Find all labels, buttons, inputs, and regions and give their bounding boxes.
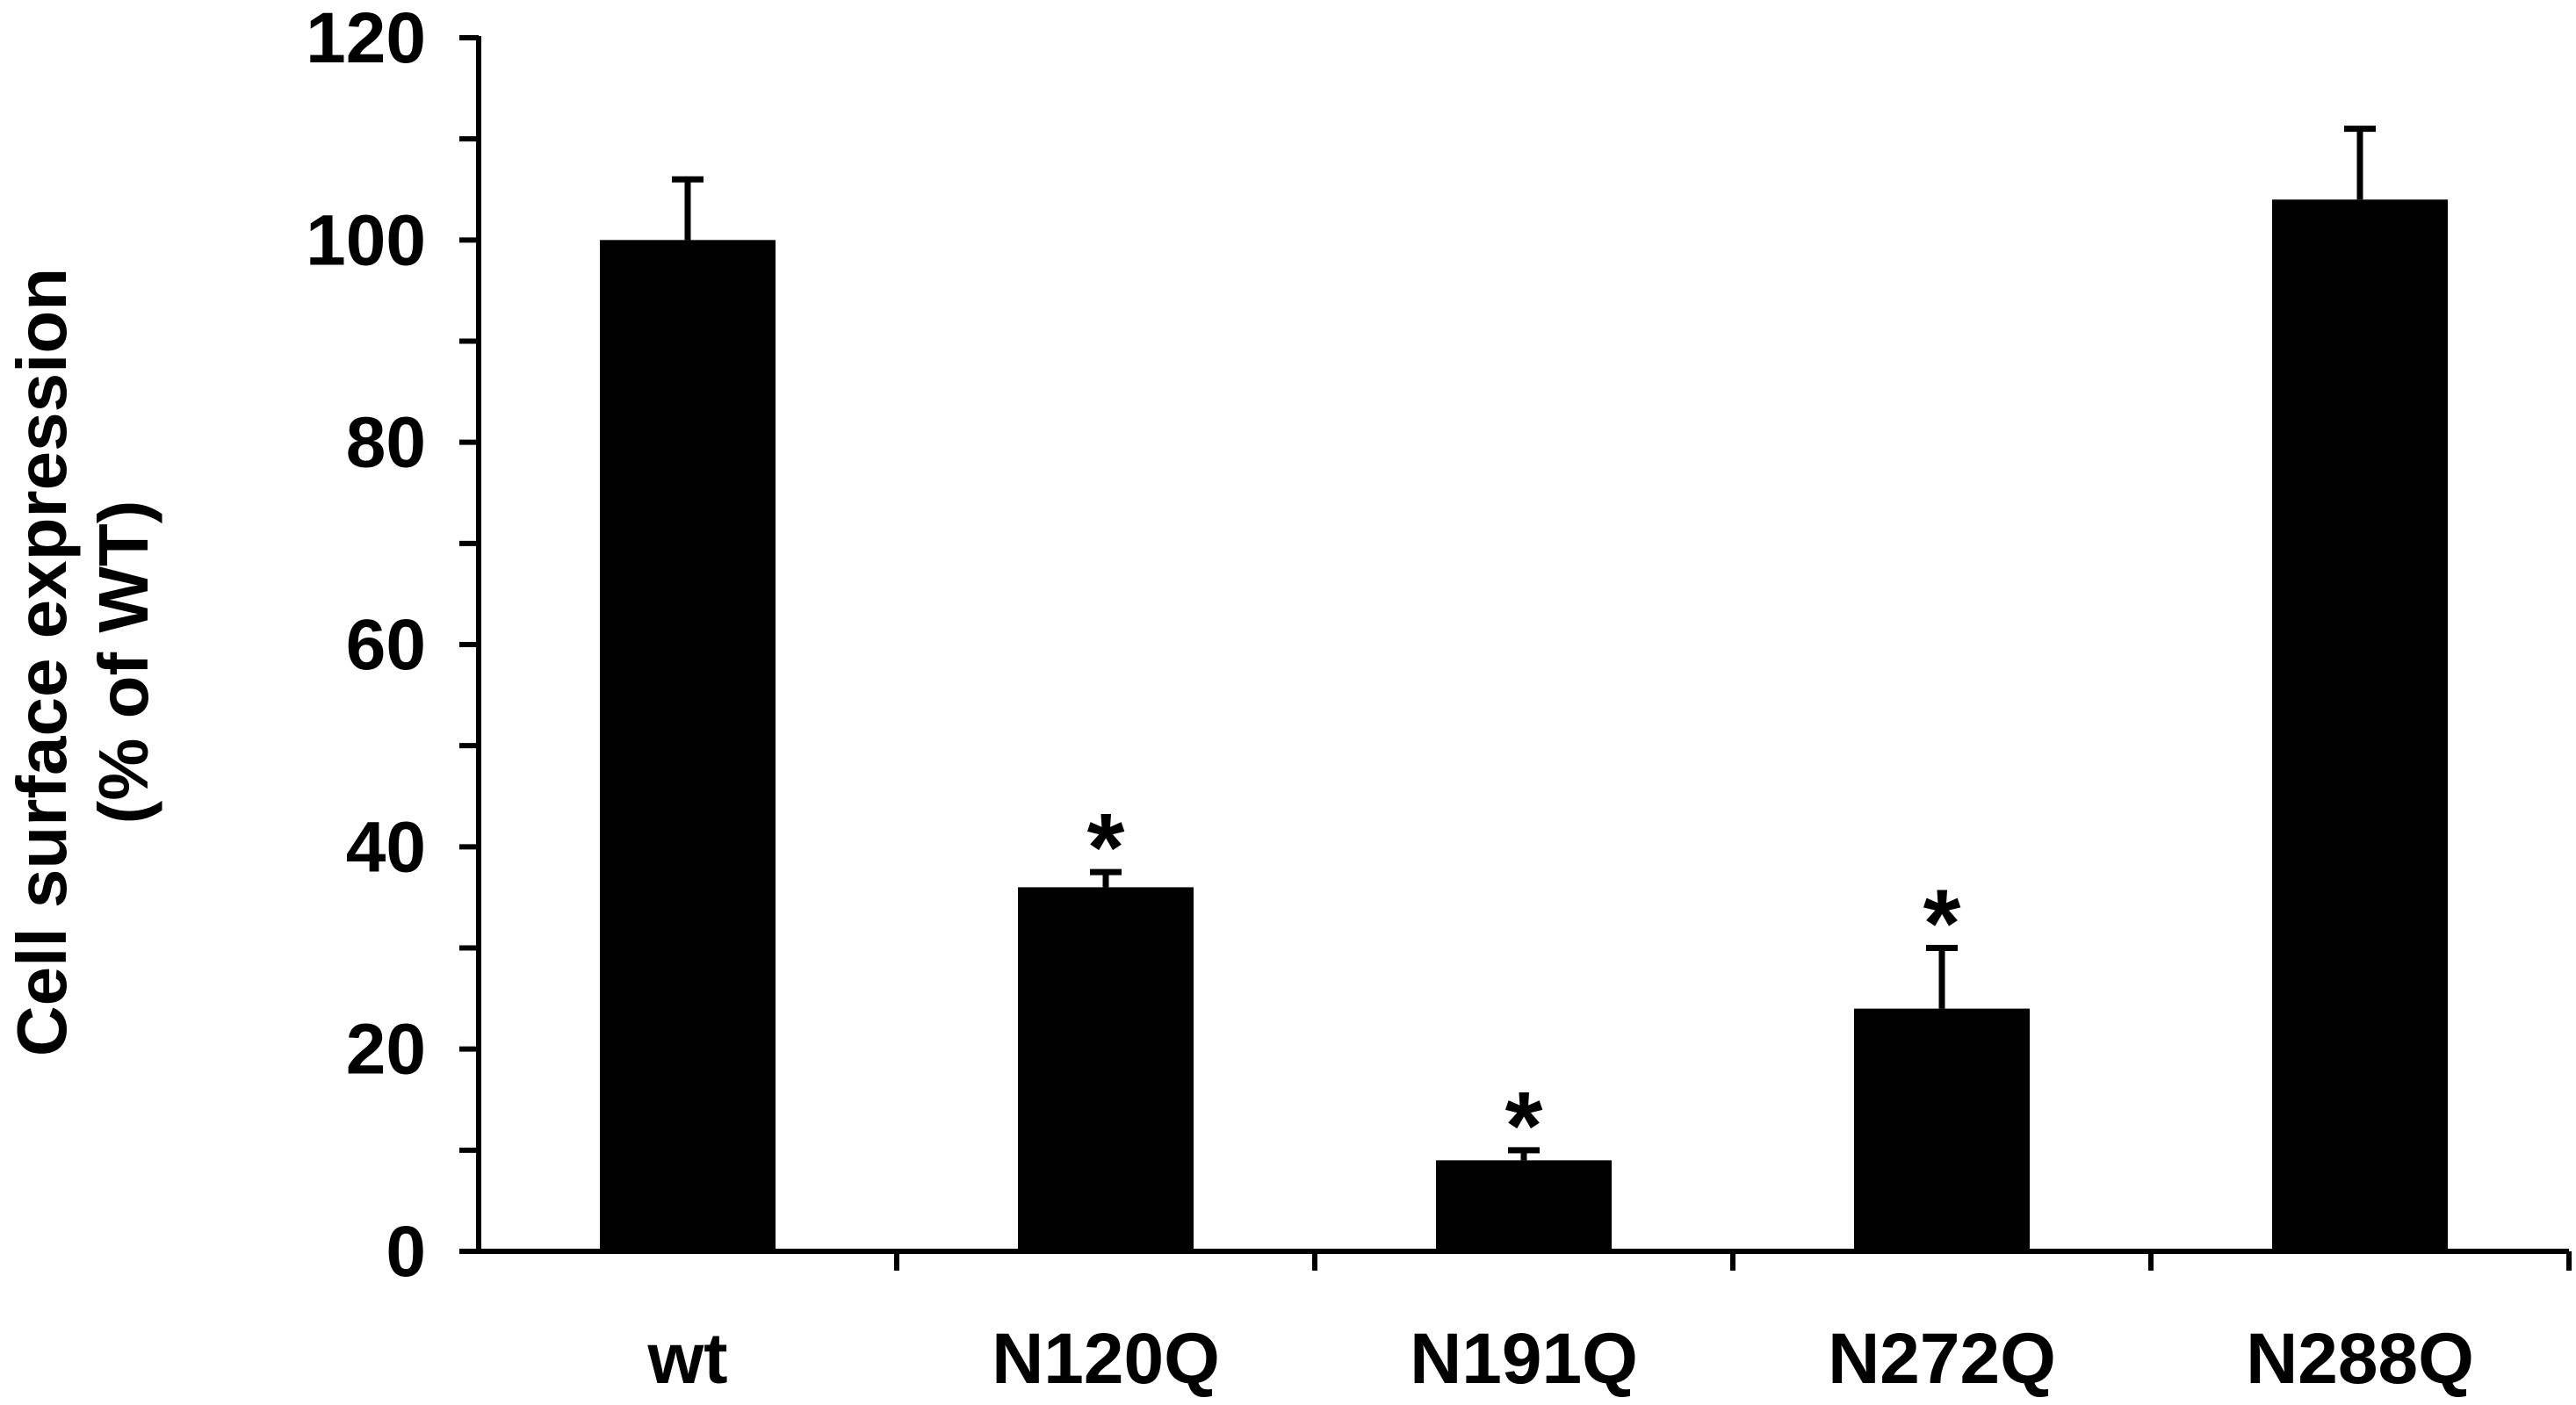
x-tick-label: N191Q	[1410, 1319, 1638, 1399]
y-tick-label: 60	[346, 605, 426, 685]
y-tick-label: 80	[346, 403, 426, 483]
x-tick-label: N272Q	[1828, 1319, 2056, 1399]
bar	[1436, 1160, 1612, 1251]
y-tick-label: 100	[306, 200, 426, 280]
bar	[1854, 1008, 2030, 1251]
x-tick-label: wt	[646, 1319, 727, 1399]
y-tick-label: 120	[306, 0, 426, 78]
plot-area: 0 20 40 60 80 100 120 wt * N120Q * N191Q * N272Q N288Q	[306, 0, 2572, 1399]
bar	[600, 240, 776, 1251]
bar	[1018, 887, 1194, 1251]
significance-star: *	[1087, 794, 1125, 902]
significance-star: *	[1505, 1072, 1543, 1180]
x-tick-label: N120Q	[992, 1319, 1220, 1399]
bar	[2272, 199, 2448, 1252]
y-axis-title-line1: Cell surface expression	[3, 268, 81, 1056]
y-axis-title-line2: (% of WT)	[84, 501, 162, 825]
y-tick-label: 20	[346, 1010, 426, 1090]
y-axis-title: Cell surface expression (% of WT)	[3, 268, 162, 1056]
y-tick-label: 40	[346, 807, 426, 887]
y-tick-label: 0	[386, 1212, 426, 1292]
x-tick-label: N288Q	[2246, 1319, 2474, 1399]
significance-star: *	[1923, 870, 1961, 978]
